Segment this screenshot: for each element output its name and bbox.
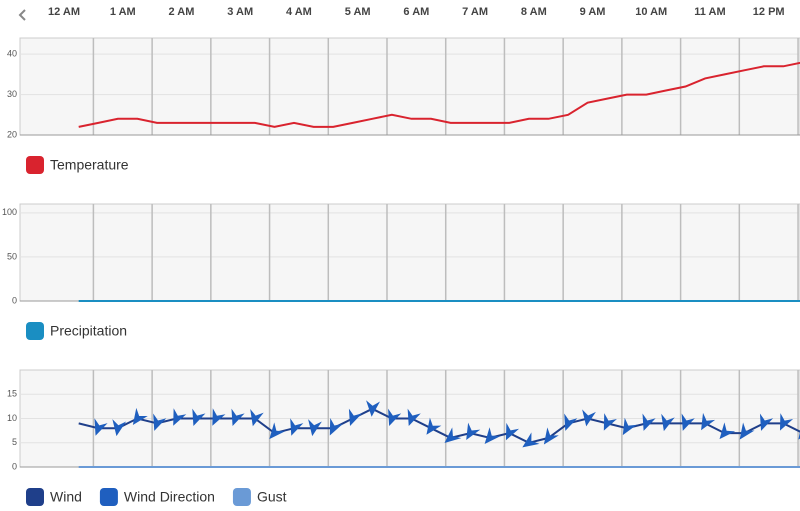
wind-direction-arrow [739, 422, 755, 440]
wind-direction-arrow [701, 412, 716, 431]
wind-direction-arrow [153, 413, 167, 431]
legend-swatch [26, 156, 44, 174]
wind-direction-arrow [407, 408, 421, 427]
y-tick-label: 10 [7, 413, 17, 423]
wind-direction-arrow [212, 408, 226, 426]
wind-direction-arrow [543, 427, 559, 445]
wind-direction-arrow [290, 418, 304, 436]
x-tick-label: 5 AM [345, 6, 371, 18]
wind-direction-arrow [484, 427, 501, 445]
wind-direction-arrow [466, 422, 481, 440]
prev-button[interactable] [18, 9, 26, 21]
wind-direction-arrow [444, 427, 462, 444]
wind-direction-arrow [564, 413, 578, 431]
legend-label: Gust [257, 489, 287, 505]
wind-direction-arrow [681, 413, 695, 431]
x-tick-label: 12 AM [48, 6, 80, 18]
wind-direction-arrow [719, 422, 736, 440]
wind-direction-arrow [582, 409, 596, 427]
wind-direction-arrow [759, 413, 774, 431]
x-tick-label: 12 PM [753, 6, 785, 18]
x-tick-label: 4 AM [286, 6, 312, 18]
x-tick-label: 11 AM [694, 6, 725, 18]
wind-direction-arrow [112, 419, 127, 437]
x-tick-label: 3 AM [227, 6, 253, 18]
x-tick-label: 9 AM [580, 6, 606, 18]
wind-direction-arrow [622, 417, 637, 436]
x-tick-label: 7 AM [462, 6, 488, 18]
legend-label: Wind Direction [124, 489, 215, 505]
wind-direction-arrow [269, 422, 285, 440]
legend-swatch [232, 488, 251, 506]
y-tick-label: 100 [2, 207, 17, 217]
wind-direction-arrow [642, 413, 656, 431]
legend-swatch [26, 322, 44, 340]
wind-direction-arrow [779, 413, 794, 431]
y-tick-label: 15 [7, 389, 17, 399]
wind-direction-arrow [603, 413, 617, 431]
y-tick-label: 0 [12, 295, 17, 305]
wind-direction-arrow [426, 417, 442, 435]
x-tick-label: 2 AM [169, 6, 195, 18]
legend-label: Temperature [50, 157, 129, 173]
wind-direction-arrow [329, 417, 343, 436]
wind-direction-arrow [94, 418, 108, 436]
x-tick-label: 6 AM [403, 6, 429, 18]
legend-swatch [26, 488, 44, 506]
y-tick-label: 40 [7, 49, 17, 59]
wind-direction-arrow [348, 408, 363, 427]
wind-direction-arrow [388, 408, 402, 427]
wind-direction-arrow [132, 407, 148, 426]
wind-direction-arrow [505, 422, 520, 441]
legend-label: Wind [50, 489, 82, 505]
x-tick-label: 1 AM [110, 6, 136, 18]
wind-direction-arrow [173, 408, 187, 426]
legend-label: Precipitation [50, 323, 127, 339]
series-line [78, 61, 800, 128]
y-tick-label: 0 [12, 461, 17, 471]
wind-direction-arrow [366, 400, 380, 417]
x-tick-label: 10 AM [635, 6, 667, 18]
y-tick-label: 5 [12, 437, 17, 447]
wind-direction-arrow [250, 408, 264, 427]
y-tick-label: 50 [7, 251, 17, 261]
legend-swatch [99, 488, 118, 506]
y-tick-label: 20 [7, 129, 17, 139]
plot-background [19, 203, 800, 302]
x-tick-label: 8 AM [521, 6, 547, 18]
wind-direction-arrow [192, 408, 206, 427]
wind-direction-arrow [308, 419, 322, 437]
y-tick-label: 30 [7, 89, 17, 99]
wind-direction-arrow [522, 432, 540, 448]
wind-direction-arrow [231, 408, 245, 427]
wind-direction-arrow [661, 413, 675, 432]
